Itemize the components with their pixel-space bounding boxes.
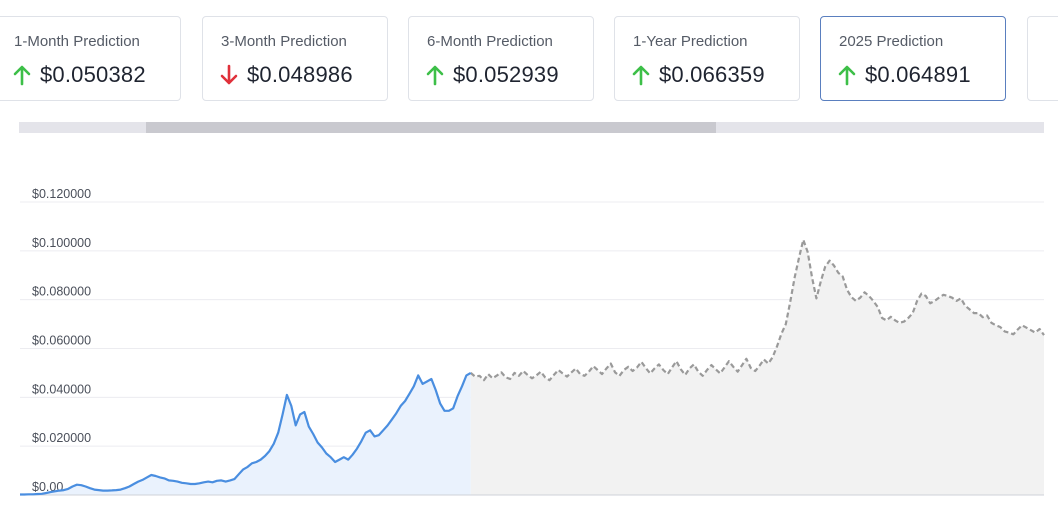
scrollbar-thumb[interactable] xyxy=(146,122,716,133)
prediction-card-2025[interactable]: 2025 Prediction $0.064891 xyxy=(820,16,1006,101)
prediction-card-value: $0.052939 xyxy=(453,62,559,87)
prediction-card-value: $0.066359 xyxy=(659,62,765,87)
y-tick-label: $0.080000 xyxy=(32,285,91,299)
prediction-card-1-year[interactable]: 1-Year Prediction $0.066359 xyxy=(614,16,800,101)
prediction-cards: 1-Month Prediction $0.050382 3-Month Pre… xyxy=(0,0,1058,120)
prediction-card-value: $0.048986 xyxy=(247,62,353,87)
prediction-card-title: 1-Year Prediction xyxy=(633,33,748,50)
prediction-card-next[interactable] xyxy=(1027,16,1058,101)
arrow-down-icon xyxy=(219,64,239,86)
prediction-card-title: 3-Month Prediction xyxy=(221,33,347,50)
prediction-card-value: $0.064891 xyxy=(865,62,971,87)
prediction-card-1-month[interactable]: 1-Month Prediction $0.050382 xyxy=(0,16,181,101)
history-series-line xyxy=(20,371,472,496)
arrow-up-icon xyxy=(837,64,857,86)
arrow-up-icon xyxy=(631,64,651,86)
y-tick-label: $0.040000 xyxy=(32,382,91,396)
arrow-up-icon xyxy=(425,64,445,86)
prediction-card-title: 6-Month Prediction xyxy=(427,33,553,50)
price-chart: $0.00$0.020000$0.040000$0.060000$0.08000… xyxy=(20,187,1045,496)
prediction-card-6-month[interactable]: 6-Month Prediction $0.052939 xyxy=(408,16,594,101)
y-tick-label: $0.060000 xyxy=(32,334,91,348)
prediction-card-title: 2025 Prediction xyxy=(839,33,944,50)
history-area xyxy=(20,372,471,495)
cards-scrollbar[interactable] xyxy=(19,122,1044,133)
prediction-card-value: $0.050382 xyxy=(40,62,146,87)
y-tick-label: $0.020000 xyxy=(32,431,91,445)
arrow-up-icon xyxy=(12,64,32,86)
prediction-card-title: 1-Month Prediction xyxy=(14,33,140,50)
y-tick-label: $0.120000 xyxy=(32,187,91,201)
y-tick-label: $0.100000 xyxy=(32,236,91,250)
forecast-area xyxy=(470,239,1044,495)
forecast-series-line xyxy=(469,238,1045,382)
prediction-card-3-month[interactable]: 3-Month Prediction $0.048986 xyxy=(202,16,388,101)
